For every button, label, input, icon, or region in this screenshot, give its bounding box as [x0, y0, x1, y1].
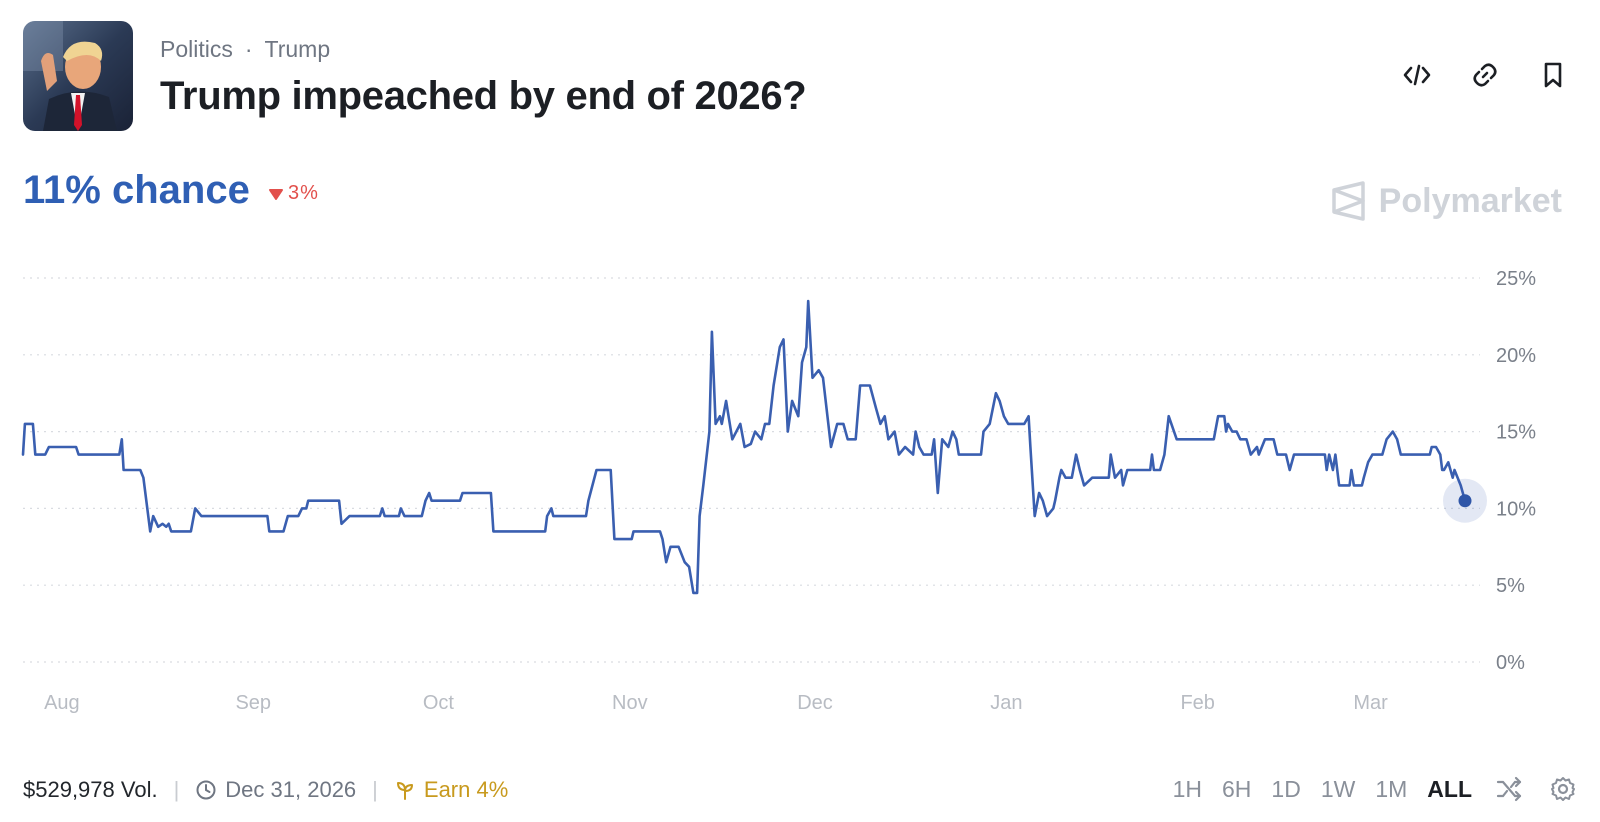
- footer-divider: |: [372, 777, 378, 802]
- breadcrumb-separator: ·: [244, 36, 253, 62]
- x-tick-label: Mar: [1353, 692, 1388, 714]
- change-indicator: 3%: [268, 182, 319, 205]
- current-point[interactable]: [1458, 494, 1472, 508]
- range-6h[interactable]: 6H: [1222, 775, 1252, 802]
- y-tick-label: 25%: [1496, 268, 1536, 290]
- bookmark-button[interactable]: [1536, 58, 1570, 92]
- polymarket-logo-icon: [1331, 181, 1365, 221]
- copy-link-button[interactable]: [1468, 58, 1502, 92]
- range-1m[interactable]: 1M: [1375, 775, 1408, 802]
- price-chart[interactable]: 0% 5% 10% 15% 20% 25% Aug Sep Oct Nov Dec Jan Feb Ma…: [0, 260, 1600, 740]
- x-axis: Aug Sep Oct Nov Dec Jan Feb Mar: [44, 692, 1388, 714]
- embed-button[interactable]: [1400, 58, 1434, 92]
- x-tick-label: Nov: [612, 692, 648, 714]
- x-tick-label: Feb: [1180, 692, 1214, 714]
- triangle-down-icon: [269, 188, 283, 200]
- code-icon: [1403, 64, 1431, 86]
- sprout-icon: [396, 782, 413, 800]
- market-thumbnail: [23, 21, 133, 131]
- brand-name: Polymarket: [1378, 181, 1562, 220]
- header-actions: [1400, 58, 1570, 92]
- x-tick-label: Dec: [797, 692, 833, 714]
- link-icon: [1473, 63, 1497, 87]
- footer-divider: |: [173, 777, 180, 802]
- market-title: Trump impeached by end of 2026?: [160, 74, 807, 118]
- x-tick-label: Jan: [990, 692, 1022, 714]
- range-1d[interactable]: 1D: [1271, 775, 1301, 802]
- clock-icon: [196, 780, 216, 800]
- volume-label: $529,978 Vol.: [23, 777, 158, 802]
- x-tick-label: Aug: [44, 692, 80, 714]
- bookmark-icon: [1544, 62, 1562, 88]
- end-date-text: Dec 31, 2026: [225, 777, 357, 802]
- shuffle-button[interactable]: [1492, 772, 1526, 806]
- gear-icon: [1551, 777, 1575, 801]
- y-tick-label: 5%: [1496, 575, 1525, 597]
- change-value: 3%: [288, 182, 319, 204]
- x-tick-label: Sep: [235, 692, 271, 714]
- breadcrumb-category[interactable]: Politics: [160, 36, 233, 62]
- settings-button[interactable]: [1546, 772, 1580, 806]
- chance-value: 11% chance: [23, 168, 250, 212]
- y-tick-label: 20%: [1496, 345, 1536, 367]
- chart-grid: [23, 277, 1480, 663]
- portrait-image: [23, 21, 133, 131]
- y-tick-label: 0%: [1496, 652, 1525, 674]
- range-1h[interactable]: 1H: [1172, 775, 1203, 802]
- market-footer: $529,978 Vol. | Dec 31, 2026 | Earn 4% 1…: [23, 772, 1580, 808]
- brand-watermark: Polymarket: [1331, 181, 1562, 221]
- time-range-selector: 1H 6H 1D 1W 1M ALL: [1173, 772, 1580, 806]
- earn-rewards[interactable]: Earn 4%: [394, 777, 508, 803]
- y-tick-label: 15%: [1496, 422, 1536, 444]
- earn-text: Earn 4%: [423, 777, 509, 802]
- range-1w[interactable]: 1W: [1320, 775, 1356, 802]
- y-axis: 0% 5% 10% 15% 20% 25%: [1496, 268, 1536, 674]
- range-all[interactable]: ALL: [1427, 775, 1472, 802]
- series-line: [21, 299, 1467, 595]
- breadcrumb: Politics · Trump: [160, 36, 330, 63]
- y-tick-label: 10%: [1496, 498, 1536, 520]
- x-tick-label: Oct: [423, 692, 455, 714]
- end-date: Dec 31, 2026: [195, 777, 356, 803]
- breadcrumb-tag[interactable]: Trump: [264, 36, 331, 62]
- shuffle-icon: [1496, 776, 1522, 802]
